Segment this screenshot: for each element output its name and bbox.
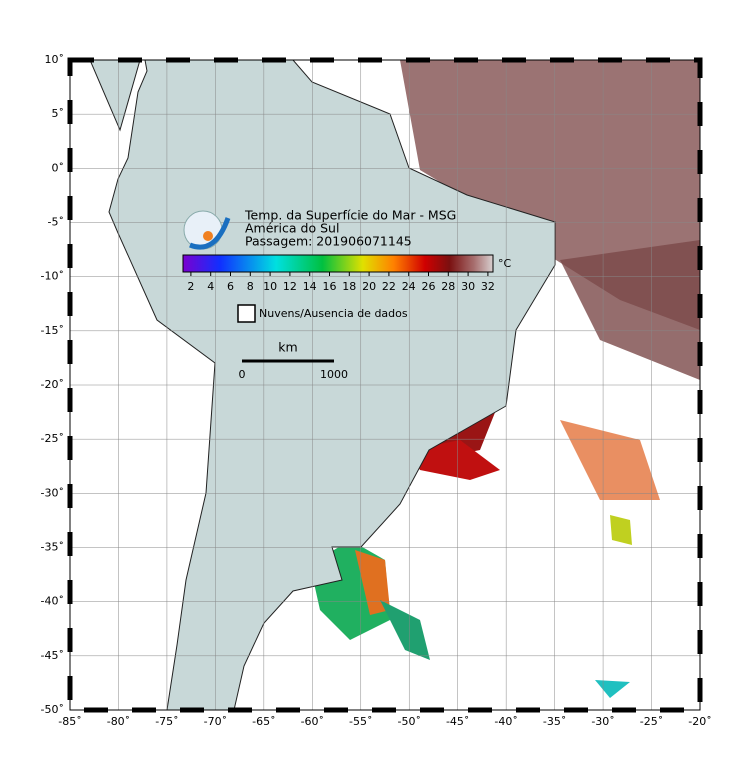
colorbar-label: 24 (402, 280, 416, 293)
scale-start: 0 (239, 368, 246, 381)
lat-label: 5˚ (52, 107, 65, 120)
lat-label: -40˚ (41, 595, 64, 608)
colorbar-label: 8 (247, 280, 254, 293)
lon-label: -75˚ (155, 715, 178, 728)
lat-label: 0˚ (52, 161, 65, 174)
lon-label: -30˚ (591, 715, 614, 728)
lat-label: -25˚ (41, 432, 64, 445)
lat-label: -45˚ (41, 649, 64, 662)
lat-label: -30˚ (41, 486, 64, 499)
logo (183, 210, 231, 250)
scale-unit: km (278, 340, 297, 355)
colorbar-label: 22 (382, 280, 396, 293)
lat-label: -20˚ (41, 378, 64, 391)
title-line: Temp. da Superfície do Mar - MSG (244, 208, 456, 223)
lat-label: -50˚ (41, 703, 64, 716)
lon-label: -85˚ (58, 715, 81, 728)
title-line: América do Sul (245, 221, 339, 236)
lat-label: 10˚ (45, 53, 65, 66)
lon-label: -20˚ (688, 715, 711, 728)
colorbar-label: 30 (461, 280, 475, 293)
lat-label: -5˚ (48, 216, 64, 229)
colorbar-label: 18 (342, 280, 356, 293)
colorbar-label: 10 (263, 280, 277, 293)
colorbar-label: 12 (283, 280, 297, 293)
legend-swatch (237, 304, 256, 323)
title-line: Passagem: 201906071145 (245, 234, 412, 249)
colorbar (182, 254, 494, 273)
colorbar-label: 4 (207, 280, 214, 293)
colorbar-label: 6 (227, 280, 234, 293)
lon-label: -65˚ (252, 715, 275, 728)
lon-label: -55˚ (349, 715, 372, 728)
legend-label: Nuvens/Ausencia de dados (259, 307, 408, 320)
lon-label: -70˚ (204, 715, 227, 728)
colorbar-label: 32 (481, 280, 495, 293)
lat-label: -35˚ (41, 541, 64, 554)
lon-label: -40˚ (494, 715, 517, 728)
colorbar-label: 2 (187, 280, 194, 293)
frame-line (69, 59, 701, 711)
colorbar-label: 28 (441, 280, 455, 293)
map-body (70, 60, 700, 710)
lon-label: -25˚ (640, 715, 663, 728)
colorbar-unit: °C (498, 257, 512, 270)
colorbar-ticks: 2 4 6 8 10 12 14 16 18 20 22 24 26 28 30 32 (187, 272, 495, 293)
graticule (70, 60, 700, 710)
lat-label: -10˚ (41, 270, 64, 283)
colorbar-label: 26 (422, 280, 436, 293)
lon-label: -45˚ (446, 715, 469, 728)
lon-label: -50˚ (397, 715, 420, 728)
scale-end: 1000 (320, 368, 348, 381)
lon-label: -35˚ (543, 715, 566, 728)
sst-patches (310, 60, 700, 698)
lat-label: -15˚ (41, 324, 64, 337)
colorbar-label: 20 (362, 280, 376, 293)
lon-label: -80˚ (107, 715, 130, 728)
axes: 10˚ 5˚ 0˚ -5˚ -10˚ -15˚ -20˚ -25˚ -30˚ -35˚ -40˚ -4… (41, 53, 712, 728)
colorbar-label: 16 (323, 280, 337, 293)
lon-label: -60˚ (301, 715, 324, 728)
colorbar-label: 14 (303, 280, 317, 293)
